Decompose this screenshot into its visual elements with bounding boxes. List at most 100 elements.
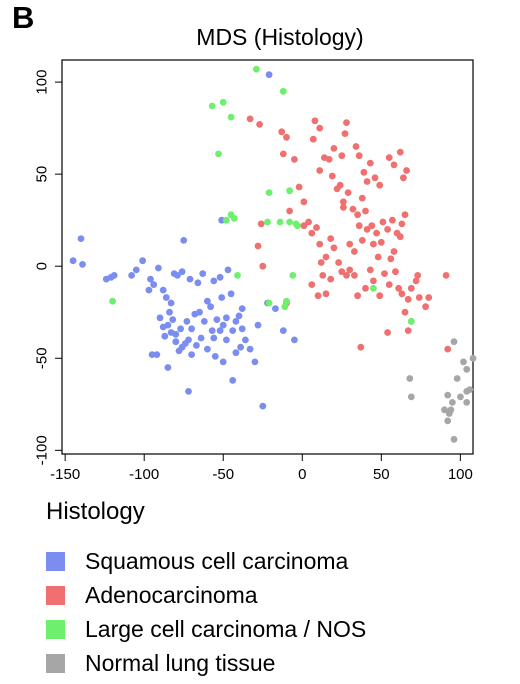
x-tick-label: 50: [373, 466, 390, 483]
data-point-adenocarcinoma: [344, 189, 352, 197]
data-point-large-cell-carcinoma-nos: [230, 214, 238, 222]
data-point-squamous-cell-carcinoma: [219, 358, 227, 366]
data-point-squamous-cell-carcinoma: [166, 308, 173, 316]
data-point-adenocarcinoma: [425, 294, 433, 301]
data-point-adenocarcinoma: [400, 174, 407, 182]
data-point-squamous-cell-carcinoma: [223, 336, 230, 344]
data-point-normal-lung-tissue: [453, 375, 461, 382]
legend-item-adenocarcinoma: Adenocarcinoma: [46, 580, 366, 610]
data-point-squamous-cell-carcinoma: [291, 336, 298, 344]
data-point-adenocarcinoma: [357, 343, 365, 351]
data-point-normal-lung-tissue: [407, 393, 415, 401]
y-tick-label: -100: [34, 435, 51, 465]
data-point-adenocarcinoma: [322, 290, 330, 298]
y-axis: -100 -50 0 50 100: [34, 70, 62, 465]
data-point-large-cell-carcinoma-nos: [227, 113, 235, 121]
data-point-normal-lung-tissue: [457, 393, 464, 401]
data-point-squamous-cell-carcinoma: [238, 325, 246, 333]
x-tick-label: 100: [448, 466, 473, 483]
data-point-adenocarcinoma: [311, 117, 319, 125]
data-point-adenocarcinoma: [379, 218, 387, 226]
data-point-squamous-cell-carcinoma: [193, 342, 200, 349]
data-point-adenocarcinoma: [385, 281, 393, 288]
data-point-squamous-cell-carcinoma: [147, 275, 154, 283]
data-point-squamous-cell-carcinoma: [259, 402, 267, 410]
data-point-squamous-cell-carcinoma: [199, 270, 207, 277]
data-point-squamous-cell-carcinoma: [194, 279, 202, 287]
data-point-squamous-cell-carcinoma: [218, 216, 226, 224]
data-point-squamous-cell-carcinoma: [150, 281, 158, 288]
data-point-squamous-cell-carcinoma: [161, 332, 169, 340]
data-point-adenocarcinoma: [398, 290, 406, 298]
data-point-adenocarcinoma: [327, 235, 335, 243]
data-point-adenocarcinoma: [340, 203, 347, 211]
data-point-adenocarcinoma: [322, 253, 330, 261]
data-point-large-cell-carcinoma-nos: [223, 216, 230, 224]
legend-item-squamous: Squamous cell carcinoma: [46, 546, 366, 576]
y-tick-label: 50: [34, 166, 51, 183]
data-point-squamous-cell-carcinoma: [197, 334, 205, 342]
data-point-adenocarcinoma: [309, 135, 317, 143]
data-point-adenocarcinoma: [415, 294, 423, 301]
data-point-squamous-cell-carcinoma: [246, 345, 254, 353]
data-point-normal-lung-tissue: [450, 338, 458, 346]
data-point-adenocarcinoma: [346, 240, 354, 248]
data-point-large-cell-carcinoma-nos: [265, 189, 273, 197]
x-tick-label: -50: [212, 466, 234, 483]
data-point-adenocarcinoma: [384, 329, 391, 336]
data-point-adenocarcinoma: [352, 143, 360, 150]
data-point-adenocarcinoma: [363, 226, 371, 233]
data-point-squamous-cell-carcinoma: [79, 261, 86, 268]
data-point-squamous-cell-carcinoma: [169, 316, 177, 323]
data-point-squamous-cell-carcinoma: [219, 321, 227, 329]
data-point-adenocarcinoma: [330, 244, 338, 252]
data-point-adenocarcinoma: [442, 272, 450, 279]
data-point-squamous-cell-carcinoma: [167, 299, 175, 307]
data-point-large-cell-carcinoma-nos: [289, 272, 297, 279]
data-points: [69, 65, 477, 443]
data-point-squamous-cell-carcinoma: [186, 275, 194, 283]
legend-item-large-cell: Large cell carcinoma / NOS: [46, 614, 366, 644]
data-point-adenocarcinoma: [390, 248, 398, 255]
x-tick-label: 0: [298, 466, 306, 483]
data-point-adenocarcinoma: [366, 266, 374, 274]
data-point-normal-lung-tissue: [444, 391, 452, 399]
legend-label-large-cell: Large cell carcinoma / NOS: [85, 615, 367, 642]
data-point-adenocarcinoma: [354, 292, 361, 300]
data-point-adenocarcinoma: [368, 222, 376, 230]
data-point-squamous-cell-carcinoma: [216, 273, 224, 281]
data-point-large-cell-carcinoma-nos: [208, 102, 216, 110]
data-point-squamous-cell-carcinoma: [227, 290, 235, 298]
data-point-squamous-cell-carcinoma: [235, 312, 243, 320]
series-squamous-cell-carcinoma: [69, 71, 298, 410]
legend-label-squamous: Squamous cell carcinoma: [85, 547, 349, 574]
data-point-squamous-cell-carcinoma: [185, 388, 192, 395]
data-point-normal-lung-tissue: [469, 354, 477, 362]
data-point-squamous-cell-carcinoma: [188, 351, 196, 358]
data-point-adenocarcinoma: [363, 178, 371, 185]
data-point-normal-lung-tissue: [466, 386, 474, 393]
data-point-squamous-cell-carcinoma: [148, 351, 156, 358]
data-point-normal-lung-tissue: [445, 410, 453, 417]
data-point-large-cell-carcinoma-nos: [265, 299, 273, 307]
data-point-squamous-cell-carcinoma: [216, 327, 224, 334]
data-point-squamous-cell-carcinoma: [180, 237, 188, 244]
data-point-adenocarcinoma: [366, 159, 374, 167]
data-point-adenocarcinoma: [316, 240, 324, 248]
data-point-large-cell-carcinoma-nos: [276, 218, 284, 226]
data-point-adenocarcinoma: [376, 181, 384, 189]
legend-item-normal: Normal lung tissue: [46, 648, 366, 678]
data-point-squamous-cell-carcinoma: [69, 257, 77, 265]
data-point-squamous-cell-carcinoma: [229, 327, 237, 334]
data-point-adenocarcinoma: [257, 220, 265, 228]
data-point-squamous-cell-carcinoma: [155, 264, 162, 272]
data-point-adenocarcinoma: [308, 229, 316, 237]
data-point-adenocarcinoma: [381, 270, 388, 277]
data-point-large-cell-carcinoma-nos: [286, 218, 293, 226]
data-point-normal-lung-tissue: [463, 399, 471, 406]
data-point-squamous-cell-carcinoma: [77, 235, 85, 243]
data-point-adenocarcinoma: [283, 133, 290, 141]
data-point-squamous-cell-carcinoma: [128, 272, 136, 279]
data-point-normal-lung-tissue: [450, 435, 458, 443]
data-point-adenocarcinoma: [346, 266, 354, 274]
